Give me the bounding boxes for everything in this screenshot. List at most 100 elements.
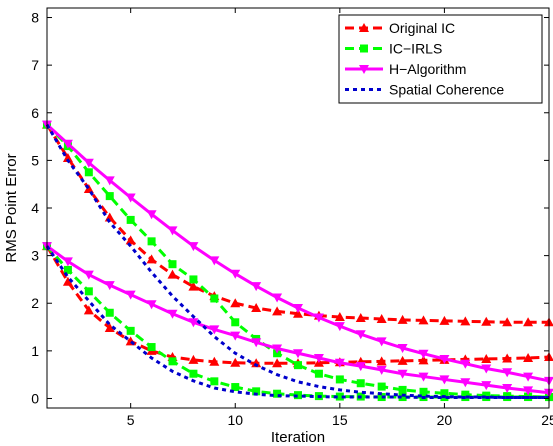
legend-label: IC−IRLS — [389, 41, 442, 57]
data-point — [418, 349, 429, 359]
data-point — [502, 384, 513, 393]
legend-label: H−Algorithm — [389, 61, 466, 77]
data-point — [397, 314, 408, 324]
data-point — [167, 309, 178, 319]
data-point — [83, 183, 94, 193]
data-point — [460, 378, 471, 388]
data-point — [62, 276, 73, 286]
data-point — [125, 193, 136, 203]
data-point — [418, 372, 429, 382]
data-point — [168, 260, 177, 269]
data-point — [104, 176, 115, 186]
legend-marker — [360, 44, 368, 53]
data-point — [314, 369, 323, 378]
data-point — [125, 290, 136, 300]
x-tick-label: 20 — [437, 412, 453, 428]
series-line — [45, 123, 549, 324]
data-point — [376, 337, 387, 347]
data-point — [334, 358, 345, 368]
legend-label: Spatial Coherence — [389, 82, 504, 98]
data-point — [251, 338, 262, 348]
data-point — [481, 316, 492, 326]
data-point — [502, 368, 513, 378]
data-point — [167, 269, 178, 279]
data-point — [502, 353, 513, 363]
data-point — [376, 365, 387, 375]
data-point — [294, 361, 302, 370]
data-point — [334, 312, 345, 322]
data-point — [293, 349, 303, 359]
data-point — [251, 358, 262, 368]
y-tick-label: 0 — [31, 390, 39, 406]
data-point — [62, 257, 73, 267]
data-point — [460, 316, 471, 326]
legend-item-0: Original IC — [345, 20, 455, 36]
y-tick-label: 3 — [31, 248, 39, 264]
data-point — [460, 359, 471, 369]
legend-marker — [359, 65, 369, 74]
data-point — [272, 358, 283, 368]
data-point — [62, 139, 73, 149]
data-point — [147, 237, 156, 246]
data-point — [189, 369, 198, 378]
data-point — [105, 308, 114, 317]
series-5 — [42, 242, 553, 398]
series-layer — [42, 119, 553, 402]
data-point — [146, 210, 157, 220]
data-point — [355, 362, 366, 372]
data-point — [293, 308, 303, 318]
data-point — [418, 355, 429, 365]
x-tick-label: 15 — [332, 412, 348, 428]
y-tick-label: 1 — [31, 343, 39, 359]
data-point — [105, 192, 114, 201]
data-point — [272, 293, 283, 303]
data-point — [167, 226, 178, 236]
y-tick-label: 5 — [31, 152, 39, 168]
data-point — [523, 317, 534, 327]
y-tick-label: 6 — [31, 105, 39, 121]
data-point — [398, 385, 407, 394]
data-point — [230, 331, 241, 341]
data-point — [125, 235, 136, 245]
data-point — [231, 318, 240, 327]
data-point — [168, 357, 177, 366]
data-point — [523, 386, 534, 396]
data-point — [355, 313, 366, 322]
data-point — [293, 304, 303, 313]
data-point — [188, 318, 199, 328]
data-point — [230, 357, 241, 367]
legend-marker — [359, 23, 369, 32]
data-point — [398, 393, 407, 402]
data-point — [230, 298, 241, 308]
data-point — [209, 256, 220, 266]
y-tick-label: 2 — [31, 295, 39, 311]
data-point — [188, 242, 199, 252]
data-point — [419, 387, 428, 396]
data-point — [355, 330, 366, 340]
data-point — [126, 326, 135, 335]
data-point — [63, 265, 72, 274]
data-point — [84, 287, 93, 296]
ticks-layer: 5 10 15 20 25 0 1 2 3 4 5 6 7 8 — [31, 8, 553, 428]
y-tick-label: 4 — [31, 200, 39, 216]
data-point — [104, 323, 115, 332]
data-point — [189, 275, 198, 284]
data-point — [83, 305, 94, 315]
x-axis-label: Iteration — [271, 429, 325, 446]
data-point — [335, 392, 344, 401]
data-point — [251, 303, 262, 312]
legend-item-2: H−Algorithm — [345, 61, 466, 77]
data-point — [397, 344, 408, 353]
data-point — [146, 300, 157, 310]
series-line — [45, 123, 549, 400]
data-point — [481, 364, 492, 374]
data-point — [481, 353, 492, 363]
data-point — [146, 254, 157, 264]
data-point — [251, 282, 262, 292]
series-line — [45, 123, 550, 383]
x-tick-label: 5 — [127, 412, 135, 428]
series-line — [46, 244, 550, 395]
data-point — [209, 325, 220, 335]
y-axis-label: RMS Point Error — [3, 153, 20, 262]
